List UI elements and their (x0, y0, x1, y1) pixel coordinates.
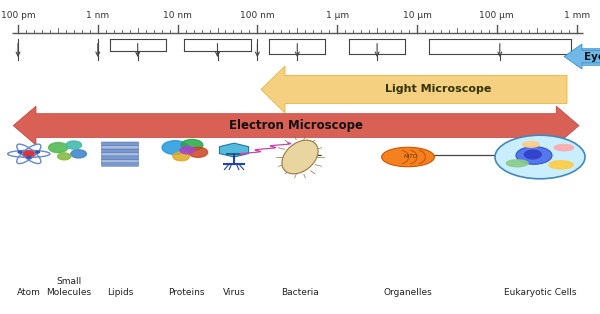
Text: 100 μm: 100 μm (479, 11, 514, 20)
Ellipse shape (506, 160, 528, 167)
Circle shape (71, 150, 86, 158)
Circle shape (188, 147, 208, 157)
Circle shape (162, 141, 188, 154)
Circle shape (35, 151, 40, 153)
Ellipse shape (516, 147, 552, 164)
Text: MITO: MITO (404, 154, 418, 160)
FancyBboxPatch shape (101, 163, 139, 166)
Text: Organelles: Organelles (383, 288, 433, 297)
Text: Eukaryotic Cells: Eukaryotic Cells (504, 288, 576, 297)
Text: Small
Molecules: Small Molecules (46, 277, 92, 297)
Text: Light Microscope: Light Microscope (385, 84, 491, 95)
Polygon shape (564, 44, 600, 69)
Ellipse shape (282, 140, 318, 174)
FancyBboxPatch shape (101, 149, 139, 152)
Text: 100 pm: 100 pm (1, 11, 35, 20)
Circle shape (23, 151, 34, 157)
Polygon shape (220, 143, 248, 157)
Text: Atom: Atom (17, 288, 41, 297)
Ellipse shape (554, 144, 574, 151)
Text: 100 nm: 100 nm (240, 11, 275, 20)
Polygon shape (261, 66, 567, 113)
Circle shape (58, 153, 71, 160)
Ellipse shape (523, 142, 539, 147)
Circle shape (180, 146, 194, 154)
Circle shape (66, 141, 82, 149)
Circle shape (27, 156, 31, 158)
Ellipse shape (382, 147, 434, 167)
Text: 1 μm: 1 μm (326, 11, 349, 20)
Text: 10 μm: 10 μm (403, 11, 431, 20)
Text: 1 mm: 1 mm (563, 11, 590, 20)
Ellipse shape (549, 161, 573, 169)
Circle shape (524, 150, 541, 159)
Circle shape (173, 152, 190, 161)
Polygon shape (13, 106, 579, 145)
Text: Eye: Eye (584, 51, 600, 62)
FancyBboxPatch shape (101, 145, 139, 149)
Text: Proteins: Proteins (168, 288, 204, 297)
FancyBboxPatch shape (101, 152, 139, 156)
Ellipse shape (495, 135, 585, 179)
Text: Electron Microscope: Electron Microscope (229, 119, 363, 132)
Circle shape (49, 143, 68, 153)
FancyBboxPatch shape (101, 159, 139, 163)
Text: Bacteria: Bacteria (281, 288, 319, 297)
Text: Lipids: Lipids (107, 288, 133, 297)
Circle shape (18, 151, 22, 153)
Text: Virus: Virus (223, 288, 245, 297)
Circle shape (181, 139, 203, 151)
Polygon shape (576, 48, 600, 65)
FancyBboxPatch shape (101, 156, 139, 159)
Text: 10 nm: 10 nm (163, 11, 192, 20)
FancyBboxPatch shape (101, 142, 139, 145)
Text: 1 nm: 1 nm (86, 11, 109, 20)
